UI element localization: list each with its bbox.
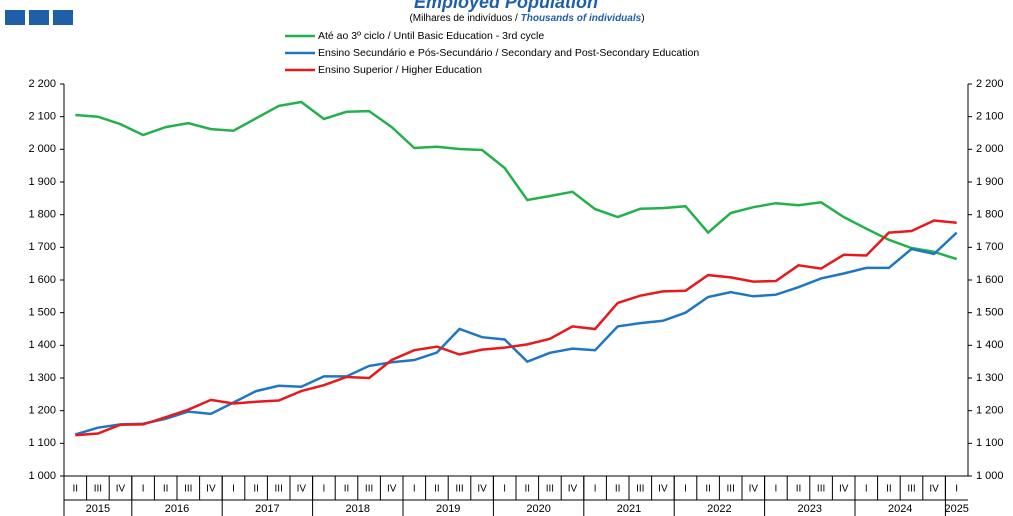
logo-block [53, 10, 73, 25]
x-tick-label: IV [658, 484, 668, 495]
y-tick-label: 1 300 [28, 372, 56, 384]
x-tick-label: II [253, 484, 259, 495]
x-tick-label: III [636, 484, 644, 495]
y2-tick-label: 2 000 [976, 143, 1004, 155]
year-label: 2019 [436, 503, 460, 515]
y2-tick-label: 1 800 [976, 209, 1004, 221]
year-label: 2016 [165, 503, 189, 515]
y-tick-label: 1 200 [28, 405, 56, 417]
year-label: 2024 [888, 503, 912, 515]
x-tick-label: II [796, 484, 802, 495]
x-tick-label: IV [477, 484, 487, 495]
x-tick-label: I [232, 484, 235, 495]
x-tick-label: III [817, 484, 825, 495]
y2-tick-label: 1 100 [976, 437, 1004, 449]
y-tick-label: 2 100 [28, 111, 56, 123]
year-label: 2022 [707, 503, 731, 515]
y-tick-label: 1 600 [28, 274, 56, 286]
x-tick-label: IV [297, 484, 307, 495]
y2-tick-label: 1 000 [976, 470, 1004, 482]
chart-title: Employed Population [414, 0, 598, 12]
y-tick-label: 1 900 [28, 176, 56, 188]
legend-label: Ensino Secundário e Pós-Secundário / Sec… [318, 47, 699, 59]
x-tick-label: I [413, 484, 416, 495]
year-label: 2021 [617, 503, 641, 515]
x-tick-label: IV [387, 484, 397, 495]
x-tick-label: III [184, 484, 192, 495]
y-tick-label: 1 500 [28, 307, 56, 319]
x-tick-label: III [365, 484, 373, 495]
x-tick-label: I [955, 484, 958, 495]
year-label: 2017 [255, 503, 279, 515]
x-tick-label: II [615, 484, 621, 495]
y2-tick-label: 1 700 [976, 241, 1004, 253]
y2-tick-label: 1 900 [976, 176, 1004, 188]
y-tick-label: 1 700 [28, 241, 56, 253]
x-tick-label: IV [749, 484, 759, 495]
year-label: 2018 [346, 503, 370, 515]
year-label: 2023 [798, 503, 822, 515]
x-tick-label: III [275, 484, 283, 495]
x-tick-label: IV [206, 484, 216, 495]
x-tick-label: III [94, 484, 102, 495]
y-tick-label: 1 800 [28, 209, 56, 221]
year-label: 2025 [944, 503, 968, 515]
x-tick-label: II [434, 484, 440, 495]
x-tick-label: II [525, 484, 531, 495]
x-tick-label: IV [929, 484, 939, 495]
subtitle-part: (Milhares de indivíduos / [409, 13, 520, 24]
legend-label: Ensino Superior / Higher Education [318, 64, 482, 76]
legend-label: Até ao 3º ciclo / Until Basic Education … [318, 30, 544, 42]
y-tick-label: 2 000 [28, 143, 56, 155]
series-line [74, 231, 958, 436]
x-tick-label: IV [116, 484, 126, 495]
x-tick-label: IV [839, 484, 849, 495]
y-tick-label: 1 400 [28, 339, 56, 351]
x-tick-label: I [503, 484, 506, 495]
x-tick-label: I [594, 484, 597, 495]
y2-tick-label: 1 300 [976, 372, 1004, 384]
x-tick-label: III [727, 484, 735, 495]
x-tick-label: III [546, 484, 554, 495]
x-tick-label: II [73, 484, 79, 495]
x-tick-label: I [865, 484, 868, 495]
y2-tick-label: 1 600 [976, 274, 1004, 286]
year-label: 2015 [86, 503, 110, 515]
y-tick-label: 1 000 [28, 470, 56, 482]
series-line [75, 100, 958, 261]
chart-subtitle: (Milhares de indivíduos / Thousands of i… [409, 13, 644, 24]
x-tick-label: II [886, 484, 892, 495]
logo-block [5, 10, 25, 25]
y2-tick-label: 2 200 [976, 78, 1004, 90]
x-tick-label: III [907, 484, 915, 495]
x-tick-label: I [775, 484, 778, 495]
x-tick-label: I [684, 484, 687, 495]
logo-block [29, 10, 49, 25]
x-tick-label: II [163, 484, 169, 495]
x-tick-label: II [344, 484, 350, 495]
x-tick-label: I [142, 484, 145, 495]
series-line [75, 219, 957, 437]
y-tick-label: 1 100 [28, 437, 56, 449]
y2-tick-label: 1 500 [976, 307, 1004, 319]
x-tick-label: III [455, 484, 463, 495]
y2-tick-label: 1 400 [976, 339, 1004, 351]
subtitle-part: Thousands of individuals [521, 13, 642, 24]
subtitle-part: ) [641, 13, 644, 24]
y-tick-label: 2 200 [28, 78, 56, 90]
y2-tick-label: 2 100 [976, 111, 1004, 123]
x-tick-label: I [323, 484, 326, 495]
x-tick-label: II [705, 484, 711, 495]
x-tick-label: IV [568, 484, 578, 495]
y2-tick-label: 1 200 [976, 405, 1004, 417]
year-label: 2020 [526, 503, 550, 515]
